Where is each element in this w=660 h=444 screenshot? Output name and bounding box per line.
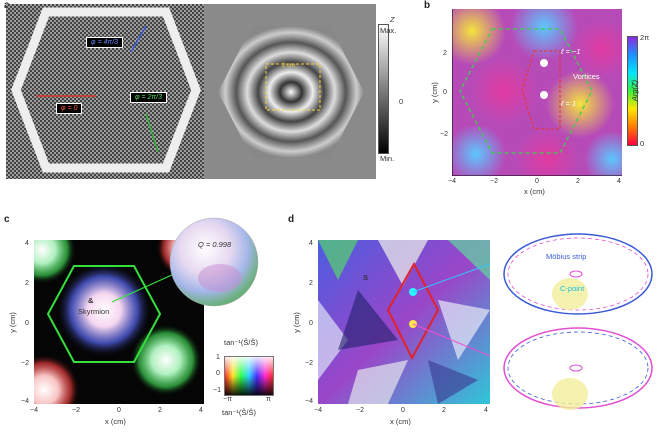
q-label: Q = 0.998	[198, 240, 232, 249]
b-xtick-4: 4	[617, 178, 621, 185]
c-ytick-1: 2	[25, 280, 29, 287]
phase-tag-4pi3: φ = 4π/3	[86, 37, 123, 48]
d-xtick-1: −2	[356, 407, 364, 414]
d-xtick-0: −4	[314, 407, 322, 414]
panel-b-phase-map	[452, 9, 622, 176]
b-ylabel: y (cm)	[429, 82, 439, 103]
d-ytick-3: −2	[305, 360, 313, 367]
c-cbar-mid: 0	[216, 370, 220, 377]
b-xtick-1: −2	[490, 178, 498, 185]
skyrmion-marker: &	[88, 296, 94, 305]
c-ylabel: y (cm)	[7, 312, 17, 333]
c-ytick-2: 0	[25, 320, 29, 327]
d-ytick-1: 2	[309, 280, 313, 287]
b-xtick-2: 0	[535, 178, 539, 185]
c-cbar-xlabel: tan⁻¹(Ŝ/Ŝ)	[222, 408, 256, 417]
c-ytick-4: −4	[21, 398, 29, 405]
panel-b-colorbar	[627, 36, 638, 146]
c-cbar-bottom: −1	[213, 387, 221, 394]
cbar-a-title: Z	[390, 15, 395, 24]
panel-b-label: b	[424, 0, 431, 11]
b-ytick-0: 2	[443, 50, 447, 57]
panel-a-field-image	[204, 4, 376, 179]
b-ytick-2: −2	[440, 131, 448, 138]
b-xtick-3: 2	[576, 178, 580, 185]
phase-tag-2pi3: φ = 2π/3	[130, 92, 167, 103]
skyrmion-label: Skyrmion	[78, 307, 110, 316]
d-ytick-2: 0	[309, 320, 313, 327]
b-xtick-0: −4	[448, 178, 456, 185]
b-xlabel: x (cm)	[524, 187, 545, 196]
panel-d-polarization-map	[318, 240, 490, 404]
cbar-a-max: Max.	[380, 26, 397, 35]
cbar-b-top: 2π	[640, 33, 650, 42]
panel-a-image	[6, 4, 204, 179]
d-ylabel: y (cm)	[291, 312, 301, 333]
c-xtick-1: −2	[72, 407, 80, 414]
cbar-a-min: Min.	[380, 154, 395, 163]
vortex-label-minus: ℓ = −1	[561, 47, 581, 56]
c-cbar-top: 1	[216, 354, 220, 361]
c-xtick-2: 0	[117, 407, 121, 414]
vortex-label-plus: ℓ = 1	[561, 99, 577, 108]
panel-a-colorbar	[378, 24, 389, 154]
c-cbar-title: tan⁻¹(Ŝ/Ŝ)	[224, 338, 258, 347]
c-ytick-3: −2	[21, 360, 29, 367]
vortices-label: Vortices	[573, 72, 600, 81]
c-ytick-0: 4	[25, 240, 29, 247]
panel-c-label: c	[4, 214, 10, 225]
d-ytick-4: −4	[305, 398, 313, 405]
cbar-b-bottom: 0	[640, 139, 645, 148]
b-ytick-1: 0	[443, 89, 447, 96]
c-cbar	[224, 356, 274, 396]
cbar-b-title: Arg(Z)	[630, 79, 640, 102]
cbar-a-zero: 0	[399, 97, 404, 106]
d-xtick-4: 4	[484, 407, 488, 414]
panel-d-label: d	[288, 214, 295, 225]
c-xtick-3: 2	[158, 407, 162, 414]
c-xtick-0: −4	[30, 407, 38, 414]
d-xtick-3: 2	[442, 407, 446, 414]
c-cbar-left: −π	[223, 396, 232, 403]
mobius-label: Möbius strip	[546, 252, 587, 261]
d-ytick-0: 4	[309, 240, 313, 247]
cpoint-label: C-point	[560, 284, 585, 293]
c-cbar-right: π	[266, 396, 271, 403]
mobius-loops	[503, 233, 653, 410]
phase-tag-0: φ = 0	[56, 103, 83, 114]
scale-label: 2 cm	[282, 63, 296, 69]
q-sphere	[169, 217, 259, 307]
c-xlabel: x (cm)	[105, 417, 126, 426]
d-xtick-2: 0	[401, 407, 405, 414]
c-xtick-4: 4	[199, 407, 203, 414]
s-label: S	[363, 273, 369, 282]
d-xlabel: x (cm)	[390, 417, 411, 426]
